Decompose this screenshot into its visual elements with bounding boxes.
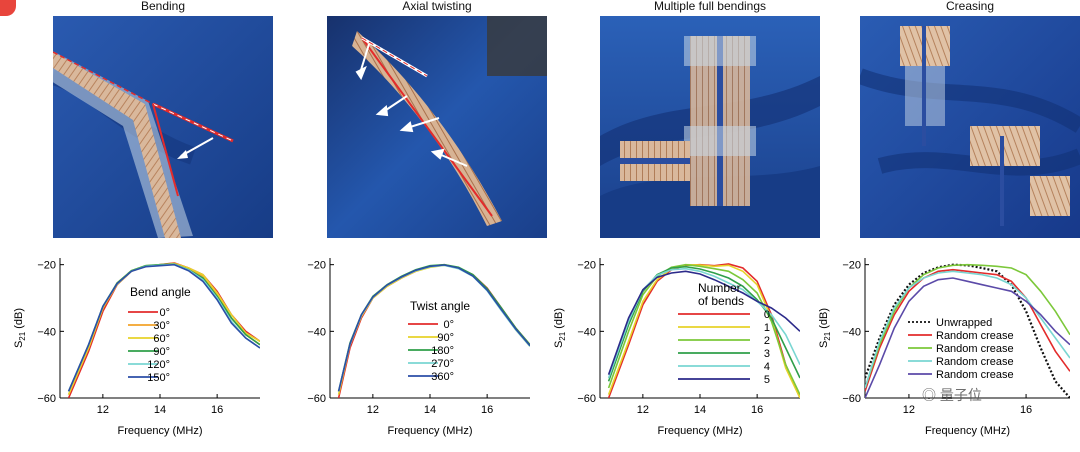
y-tick-label: −60 (307, 393, 326, 405)
legend-label: 270° (431, 358, 454, 370)
legend-title: Bend angle (130, 285, 191, 299)
y-tick-label: −20 (577, 260, 596, 272)
y-tick-label: −60 (577, 393, 596, 405)
x-tick-label: 14 (694, 404, 706, 416)
x-tick-label: 16 (1020, 404, 1032, 416)
x-tick-label: 16 (751, 404, 763, 416)
y-tick-label: −40 (307, 326, 326, 338)
y-tick-label: −60 (842, 393, 861, 405)
series-line-2 (607, 263, 800, 396)
legend-label: Random crease (936, 356, 1014, 368)
y-tick-label: −40 (842, 326, 861, 338)
photo-multiple-bendings (600, 16, 820, 238)
legend-label: 60° (153, 333, 170, 345)
corner-marker (0, 0, 16, 16)
x-tick-label: 16 (481, 404, 493, 416)
y-tick-label: −60 (37, 393, 56, 405)
legend-label: 2 (764, 335, 770, 347)
legend-label: Random crease (936, 330, 1014, 342)
watermark-icon: ◎ (922, 387, 936, 403)
series-line-4 (337, 264, 530, 392)
series-line-5 (67, 263, 260, 392)
legend-label: 150° (147, 372, 170, 384)
legend-label: 30° (153, 320, 170, 332)
legend-label: 90° (437, 332, 454, 344)
y-axis-label: S21 (dB) (13, 308, 27, 348)
legend-label: Random crease (936, 343, 1014, 355)
x-tick-label: 12 (903, 404, 915, 416)
chart-multiple: −20 −40 −60 12 14 16 Frequency (MHz) S21 (dB) Nu… (540, 244, 810, 447)
legend-label: 3 (764, 348, 770, 360)
legend-label: 4 (764, 361, 770, 373)
legend-label: Unwrapped (936, 317, 992, 329)
series-line-3 (865, 270, 1070, 389)
series-line-2 (865, 263, 1070, 389)
photo-bending (53, 16, 273, 238)
legend-label: 1 (764, 322, 770, 334)
x-axis-label: Frequency (MHz) (118, 425, 203, 437)
legend-label: 90° (153, 346, 170, 358)
x-axis-label: Frequency (MHz) (388, 425, 473, 437)
y-tick-label: −40 (577, 326, 596, 338)
chart-bending: −20 −40 −60 12 14 16 Frequency (MHz) S21 (dB) Be… (0, 244, 270, 447)
series-line-4 (865, 277, 1070, 398)
legend-label: Random crease (936, 369, 1014, 381)
legend-label: 180° (431, 345, 454, 357)
photo-twisting (327, 16, 547, 238)
watermark: ◎ 量子位 (922, 385, 1052, 411)
y-tick-label: −20 (307, 260, 326, 272)
legend-title: Twist angle (410, 299, 470, 313)
watermark-text: 量子位 (939, 387, 982, 403)
chart-twisting: −20 −40 −60 12 14 16 Frequency (MHz) Twist angl… (270, 244, 540, 447)
x-tick-label: 14 (424, 404, 436, 416)
panel-title-multiple: Multiple full bendings (653, 0, 767, 13)
legend-label: 5 (764, 374, 770, 386)
legend-label: 120° (147, 359, 170, 371)
x-tick-label: 12 (97, 404, 109, 416)
panel-title-creasing: Creasing (945, 0, 995, 13)
x-tick-label: 12 (367, 404, 379, 416)
legend-label: 0° (443, 319, 454, 331)
series-line-5 (607, 270, 800, 375)
legend-label: 360° (431, 371, 454, 383)
panel-title-twisting: Axial twisting (402, 0, 472, 13)
x-axis-label: Frequency (MHz) (658, 425, 743, 437)
chart-creasing: −20 −40 −60 12 16 Frequency (MHz) S21 (dB) Unwr… (800, 244, 1070, 447)
y-tick-label: −20 (37, 260, 56, 272)
x-axis-label: Frequency (MHz) (925, 425, 1010, 437)
panel-title-bending: Bending (140, 0, 186, 13)
legend-title: Number (698, 281, 741, 295)
photo-creasing (860, 16, 1080, 238)
legend-title: of bends (698, 294, 744, 308)
y-axis-label: S21 (dB) (818, 308, 832, 348)
x-tick-label: 16 (211, 404, 223, 416)
y-tick-label: −40 (37, 326, 56, 338)
y-axis-label: S21 (dB) (553, 308, 567, 348)
legend-label: 0° (159, 307, 170, 319)
x-tick-label: 14 (154, 404, 166, 416)
y-tick-label: −20 (842, 260, 861, 272)
legend-label: 0 (764, 309, 770, 321)
series-line-1 (865, 268, 1070, 392)
x-tick-label: 12 (637, 404, 649, 416)
